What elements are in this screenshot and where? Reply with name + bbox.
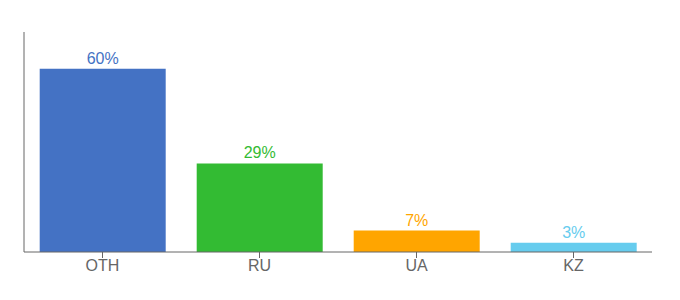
svg-text:KZ: KZ [563, 257, 584, 274]
svg-text:UA: UA [405, 257, 428, 274]
svg-text:7%: 7% [405, 212, 428, 229]
svg-text:29%: 29% [244, 144, 276, 161]
svg-text:OTH: OTH [86, 257, 120, 274]
svg-text:60%: 60% [87, 50, 119, 67]
svg-text:3%: 3% [562, 224, 585, 241]
svg-text:RU: RU [248, 257, 271, 274]
